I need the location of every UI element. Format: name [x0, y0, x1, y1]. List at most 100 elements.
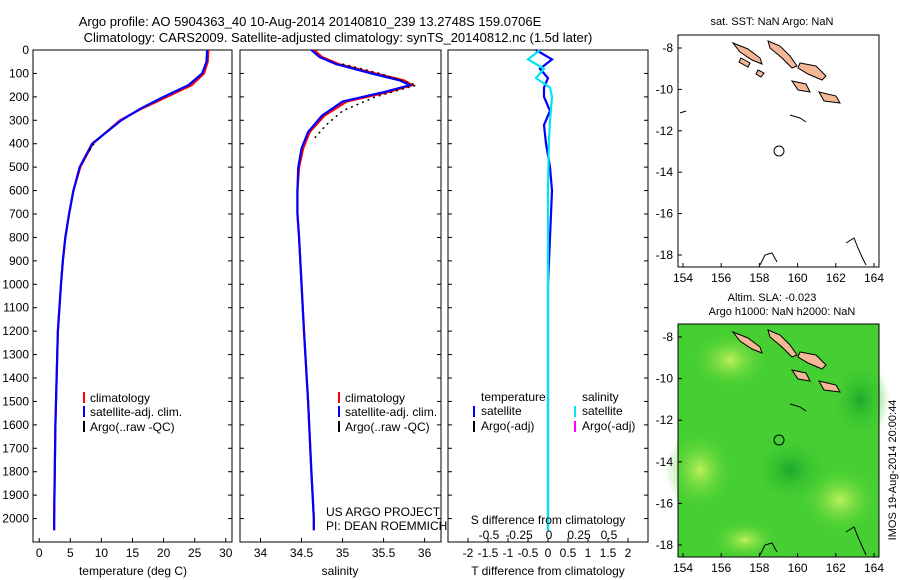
legend-label: satellite — [582, 404, 623, 418]
map-y-tick-label: -10 — [656, 372, 674, 386]
map-x-tick-label: 164 — [864, 561, 884, 575]
y-tick-label: 300 — [9, 113, 29, 127]
project-annotation: US ARGO PROJECT — [326, 505, 441, 519]
x-tick-label: 1 — [585, 546, 592, 560]
y-tick-label: 200 — [9, 90, 29, 104]
map-x-tick-label: 156 — [711, 271, 731, 285]
x-tick-label: -2 — [463, 546, 474, 560]
y-tick-label: 2000 — [2, 512, 29, 526]
y-tick-label: 1700 — [2, 441, 29, 455]
series-line — [296, 49, 416, 531]
difference-xlabel: T difference from climatology — [471, 564, 625, 578]
map-x-tick-label: 154 — [673, 561, 693, 575]
y-tick-label: 0 — [22, 43, 29, 57]
y-tick-label: 1500 — [2, 394, 29, 408]
y-tick-label: 900 — [9, 254, 29, 268]
argo-position-circle-icon — [773, 145, 785, 157]
sla-map-title-2: Argo h1000: NaN h2000: NaN — [709, 306, 856, 318]
x-tick-label: 0 — [36, 546, 43, 560]
x-tick-label: 35 — [336, 546, 350, 560]
map-x-tick-label: 154 — [673, 271, 693, 285]
x-tick-label: 35.5 — [372, 546, 396, 560]
temperature-panel: 0 5 10 15 20 25 300100200300400500600700800900… — [2, 43, 232, 560]
y-tick-label: 700 — [9, 207, 29, 221]
legend-group-temperature: temperature — [481, 390, 546, 404]
y-tick-label: 1400 — [2, 371, 29, 385]
land-islands — [731, 329, 841, 393]
header-line-1: Argo profile: AO 5904363_40 10-Aug-2014 … — [79, 14, 542, 29]
map-x-tick-label: 158 — [749, 561, 769, 575]
x-tick-label: 2 — [625, 546, 632, 560]
difference-panel: -2 -1.5 -1 -0.5 0 0.5 1 1.5 2 — [447, 49, 649, 560]
y-tick-label: 1100 — [3, 301, 29, 315]
map-y-tick-label: -14 — [656, 455, 674, 469]
sla-map-frame — [677, 323, 880, 558]
map-y-tick-label: -12 — [656, 413, 674, 427]
map-y-tick-label: -10 — [656, 82, 674, 96]
map-y-tick-label: -14 — [656, 165, 674, 179]
sal-tick-label: 0.25 — [567, 528, 591, 542]
legend-label: Argo(..raw -QC) — [90, 420, 175, 434]
salinity-legend: climatology satellite-adj. clim. Argo(..… — [326, 391, 447, 533]
sst-map-frame — [677, 34, 880, 268]
legend-label: satellite-adj. clim. — [90, 405, 182, 419]
x-tick-label: -0.5 — [518, 546, 539, 560]
sal-tick-label: -0.5 — [479, 528, 500, 542]
y-tick-label: 1800 — [2, 465, 29, 479]
difference-legend: temperature salinity satellite Argo(-adj… — [471, 390, 636, 542]
land-islands — [731, 40, 841, 104]
map-y-tick-label: -16 — [656, 496, 674, 510]
series-line — [296, 49, 413, 531]
map-y-tick-label: -18 — [656, 538, 674, 552]
argo-position-circle-icon — [773, 434, 785, 446]
x-tick-label: 0.5 — [560, 546, 577, 560]
map-y-tick-label: -12 — [656, 124, 674, 138]
sal-tick-label: 0.5 — [601, 528, 618, 542]
x-tick-label: 30 — [219, 546, 233, 560]
y-tick-label: 100 — [9, 66, 29, 80]
x-tick-label: 15 — [126, 546, 140, 560]
series-line — [87, 143, 95, 154]
map-y-tick-label: -16 — [656, 207, 674, 221]
map-x-tick-label: 160 — [788, 271, 808, 285]
map-x-tick-label: 156 — [711, 561, 731, 575]
x-tick-label: 5 — [67, 546, 74, 560]
legend-label: climatology — [90, 391, 150, 405]
legend-label: climatology — [345, 391, 405, 405]
legend-label: Argo(..raw -QC) — [345, 420, 430, 434]
map-x-tick-label: 162 — [826, 271, 846, 285]
map-y-tick-label: -8 — [662, 330, 673, 344]
y-tick-label: 400 — [9, 137, 29, 151]
map-x-tick-label: 162 — [826, 561, 846, 575]
map-x-tick-label: 158 — [749, 271, 769, 285]
map-x-tick-label: 164 — [864, 271, 884, 285]
x-tick-label: 0 — [545, 546, 552, 560]
imos-timestamp: IMOS 19-Aug-2014 20:00:44 — [887, 400, 899, 541]
y-tick-label: 600 — [9, 184, 29, 198]
sst-map-title: sat. SST: NaN Argo: NaN — [711, 16, 834, 28]
y-tick-label: 500 — [9, 160, 29, 174]
sal-tick-label: 0 — [546, 528, 553, 542]
pi-annotation: PI: DEAN ROEMMICH — [326, 519, 447, 533]
y-tick-label: 1000 — [2, 277, 29, 291]
y-tick-label: 1200 — [2, 324, 29, 338]
map-x-tick-label: 160 — [788, 561, 808, 575]
x-tick-label: -1 — [503, 546, 514, 560]
sal-diff-ticks: -0.5 -0.25 0 0.25 0.5 — [479, 528, 618, 542]
legend-label: satellite-adj. clim. — [345, 405, 437, 419]
sla-map: 154 156 158 160 162 164 -8 -10 -12 -14 -16 -18 — [656, 323, 890, 575]
temperature-legend: climatology satellite-adj. clim. Argo(..… — [83, 391, 182, 434]
legend-group-salinity: salinity — [582, 390, 619, 404]
sal-diff-axis-label: S difference from climatology — [471, 513, 626, 527]
salinity-axes — [239, 49, 442, 543]
header-line-2: Climatology: CARS2009. Satellite-adjuste… — [84, 30, 593, 45]
y-tick-label: 800 — [9, 230, 29, 244]
salinity-panel: 34 34.5 35 35.5 36 — [239, 49, 442, 560]
map-y-tick-label: -18 — [656, 248, 674, 262]
x-tick-label: 34.5 — [290, 546, 314, 560]
legend-label: satellite — [481, 404, 522, 418]
y-tick-label: 1600 — [2, 418, 29, 432]
x-tick-label: -1.5 — [478, 546, 499, 560]
y-tick-label: 1300 — [2, 348, 29, 362]
